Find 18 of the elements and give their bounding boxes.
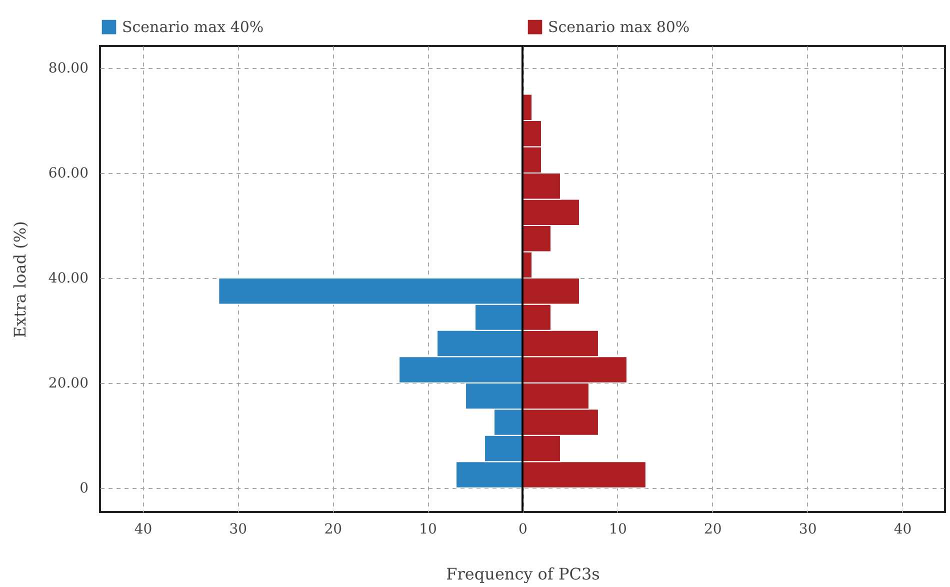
y-tick-label: 40.00 [48, 270, 88, 286]
x-tick-label: 30 [798, 522, 817, 538]
x-tick-label: 10 [419, 522, 437, 538]
legend-label: Scenario max 80% [548, 18, 690, 36]
x-tick-label: 20 [704, 522, 722, 538]
x-tick-label: 0 [518, 522, 528, 538]
y-tick-label: 0 [80, 480, 88, 496]
legend-label: Scenario max 40% [122, 18, 264, 36]
y-tick-label: 60.00 [48, 165, 88, 182]
x-tick-label: 40 [894, 522, 912, 538]
x-tick-label: 10 [609, 522, 627, 538]
x-tick-label: 20 [324, 522, 342, 538]
x-tick-label: 30 [229, 522, 248, 538]
x-tick-label: 40 [134, 522, 152, 538]
x-axis-title: Frequency of PC3s [446, 564, 600, 584]
y-tick-label: 80.00 [48, 60, 88, 77]
y-axis-title: Extra load (%) [10, 221, 30, 338]
y-tick-label: 20.00 [48, 375, 88, 392]
